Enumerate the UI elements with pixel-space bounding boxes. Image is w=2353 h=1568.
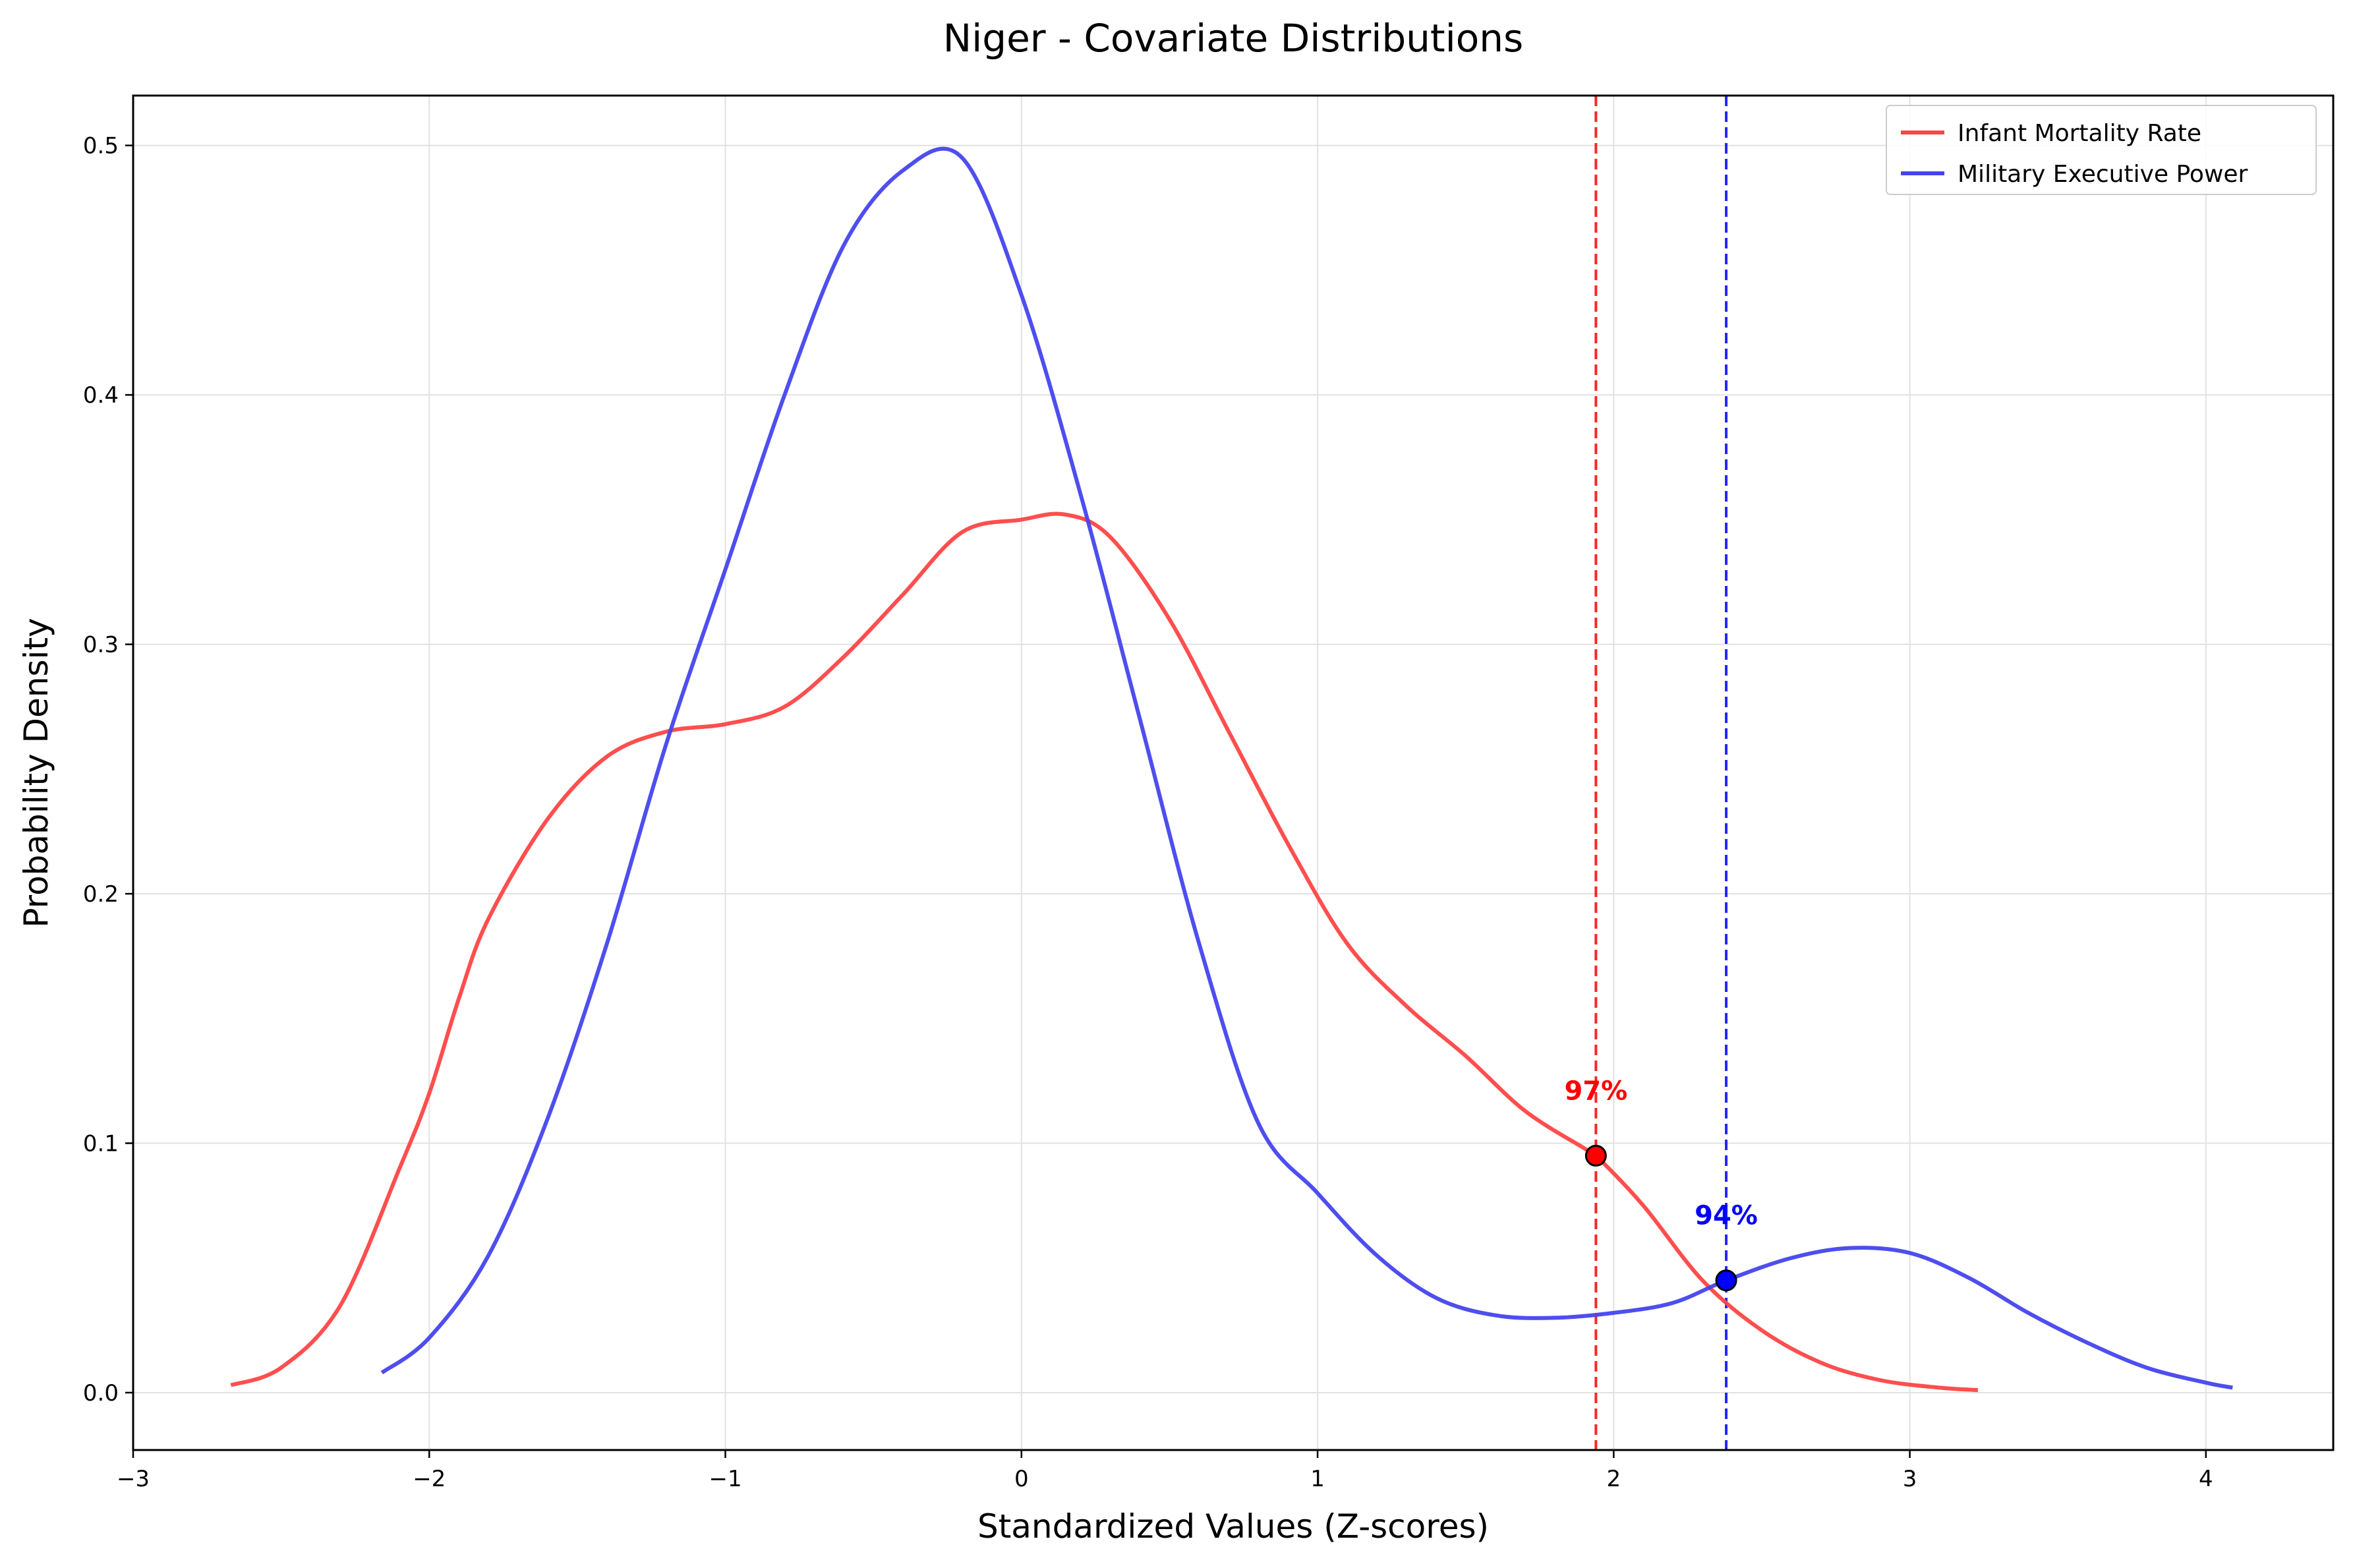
x-tick-label: 1 xyxy=(1310,1466,1325,1492)
x-tick-label: −2 xyxy=(413,1466,446,1492)
x-axis-title: Standardized Values (Z-scores) xyxy=(977,1507,1489,1546)
y-tick-label: 0.2 xyxy=(83,881,119,908)
y-tick-label: 0.0 xyxy=(83,1380,119,1407)
axis-layer: −3 −2 −1 0 1 2 3 4 0.0 0.1 0.2 0.3 0.4 0.5 xyxy=(83,133,2213,1492)
x-tick-label: 2 xyxy=(1606,1466,1621,1492)
y-tick-label: 0.1 xyxy=(83,1131,119,1157)
legend-box xyxy=(1886,105,2317,195)
x-tick-label: −3 xyxy=(117,1466,150,1492)
y-tick-label: 0.4 xyxy=(83,382,119,409)
grid-layer xyxy=(132,96,2333,1450)
percentile-label-1: 97% xyxy=(1564,1076,1627,1106)
legend: Infant Mortality Rate Military Executive … xyxy=(1886,105,2317,195)
y-tick-label: 0.3 xyxy=(83,632,119,658)
series-line-2 xyxy=(380,146,2233,1390)
plot-frame xyxy=(132,94,2335,1451)
x-tick-label: 3 xyxy=(1903,1466,1917,1492)
percentile-marker-1 xyxy=(1584,1144,1607,1167)
legend-label-2: Military Executive Power xyxy=(1958,161,2248,188)
x-tick-label: −1 xyxy=(709,1466,741,1492)
x-tick-label: 0 xyxy=(1014,1466,1029,1492)
legend-label-1: Infant Mortality Rate xyxy=(1958,120,2201,147)
series-line-1 xyxy=(230,511,1979,1393)
series-layer xyxy=(230,96,2233,1450)
percentile-marker-2 xyxy=(1715,1269,1737,1292)
y-tick-label: 0.5 xyxy=(83,133,119,160)
y-axis-title: Probability Density xyxy=(17,618,55,927)
marker-layer: 97% 94% xyxy=(1564,1076,1758,1292)
x-tick-label: 4 xyxy=(2199,1466,2213,1492)
chart-title: Niger - Covariate Distributions xyxy=(943,16,1523,61)
percentile-label-2: 94% xyxy=(1695,1201,1758,1231)
